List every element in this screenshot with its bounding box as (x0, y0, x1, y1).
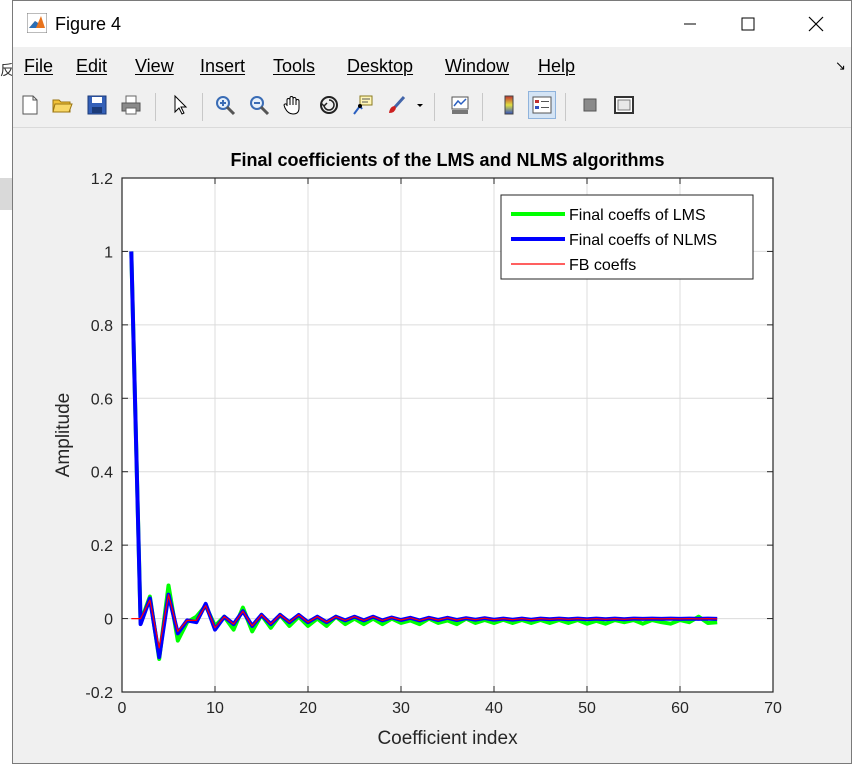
y-tick-label: 0.4 (91, 465, 113, 482)
brush-icon (389, 95, 406, 113)
legend-label-2: Final coeffs of NLMS (569, 232, 717, 249)
dock-arrow-icon[interactable]: ↘ (835, 58, 846, 73)
figure-window: Figure 4 File Edit View Insert Tools Des… (12, 0, 852, 764)
save-button[interactable] (83, 91, 111, 119)
x-tick-label: 20 (299, 700, 317, 717)
y-tick-label: 0.8 (91, 318, 113, 335)
x-tick-label: 70 (764, 700, 782, 717)
close-icon (808, 16, 824, 32)
select-arrow-button[interactable] (166, 91, 194, 119)
brush-dropdown-icon (417, 104, 423, 107)
open-file-icon (52, 99, 73, 113)
show-plot-tools-icon (614, 96, 634, 114)
data-cursor-button[interactable] (349, 91, 377, 119)
y-tick-label: 0 (104, 612, 113, 629)
brush-dropdown-button[interactable] (413, 91, 427, 119)
plot-svg: 0 10 20 30 40 50 60 70 -0.2 0 0.2 0.4 0.6 0.8 1 1.2 Fina… (53, 150, 782, 749)
minimize-icon (684, 23, 696, 25)
menu-file[interactable]: File (24, 56, 54, 76)
new-figure-icon (22, 95, 38, 115)
legend-label-1: Final coeffs of LMS (569, 207, 706, 224)
hide-plot-tools-icon (583, 98, 597, 112)
close-button[interactable] (793, 1, 839, 47)
matlab-logo-icon (27, 13, 47, 33)
title-bar[interactable]: Figure 4 (13, 1, 851, 47)
rotate-3d-button[interactable] (315, 91, 343, 119)
new-figure-button[interactable] (16, 91, 44, 119)
colorbar-button[interactable] (495, 91, 523, 119)
zoom-out-button[interactable] (245, 91, 273, 119)
x-tick-label: 50 (578, 700, 596, 717)
toolbar-separator (434, 93, 435, 121)
axes-box (121, 177, 774, 693)
data-cursor-icon (353, 95, 373, 115)
brush-button[interactable] (383, 91, 411, 119)
toolbar-separator (202, 93, 203, 121)
link-plot-button[interactable] (446, 91, 474, 119)
menu-insert[interactable]: Insert (200, 56, 246, 76)
zoom-in-button[interactable] (211, 91, 239, 119)
menu-edit[interactable]: Edit (76, 56, 108, 76)
save-icon (87, 95, 107, 115)
toolbar-separator (482, 93, 483, 121)
menu-bar: File Edit View Insert Tools Desktop Wind… (13, 49, 851, 85)
x-tick-label: 10 (206, 700, 224, 717)
legend-label-3: FB coeffs (569, 257, 636, 274)
toolbar-separator (155, 93, 156, 121)
figure-toolbar (13, 87, 851, 128)
menu-help[interactable]: Help (538, 56, 576, 76)
open-file-button[interactable] (48, 91, 76, 119)
rotate-3d-icon (320, 96, 338, 114)
chart-title: Final coefficients of the LMS and NLMS a… (230, 150, 664, 170)
select-arrow-icon (174, 94, 188, 115)
series-line-3 (131, 594, 718, 649)
print-icon (121, 95, 141, 115)
maximize-button[interactable] (725, 1, 771, 47)
zoom-in-icon (216, 96, 236, 116)
maximize-icon (741, 17, 755, 31)
show-plot-tools-button[interactable] (610, 91, 638, 119)
colorbar-icon (504, 95, 514, 115)
menu-view[interactable]: View (135, 56, 174, 76)
y-axis-label: Amplitude (53, 393, 74, 478)
series-line-1 (129, 251, 718, 661)
link-plot-icon (451, 96, 469, 114)
y-tick-label: 1 (104, 244, 113, 261)
print-button[interactable] (117, 91, 145, 119)
window-title: Figure 4 (55, 14, 122, 34)
figure-canvas[interactable]: 0 10 20 30 40 50 60 70 -0.2 0 0.2 0.4 0.6 0.8 1 1.2 Fina… (13, 129, 851, 763)
pan-button[interactable] (279, 91, 307, 119)
x-tick-label: 30 (392, 700, 410, 717)
toolbar-separator (565, 93, 566, 121)
background-panel-edge (0, 178, 12, 210)
y-tick-label: -0.2 (85, 685, 113, 702)
background-clipped-text: 反 (0, 63, 14, 79)
x-tick-label: 0 (118, 700, 127, 717)
menu-tools[interactable]: Tools (273, 56, 316, 76)
minimize-button[interactable] (667, 1, 713, 47)
legend-button[interactable] (528, 91, 556, 119)
legend-icon (532, 96, 552, 114)
hide-plot-tools-button[interactable] (576, 91, 604, 119)
x-tick-label: 40 (485, 700, 503, 717)
x-tick-label: 60 (671, 700, 689, 717)
menu-desktop[interactable]: Desktop (347, 56, 414, 76)
x-axis-label: Coefficient index (377, 728, 518, 749)
y-tick-label: 1.2 (91, 171, 113, 188)
y-tick-label: 0.2 (91, 538, 113, 555)
pan-hand-icon (283, 96, 300, 115)
y-tick-label: 0.6 (91, 391, 113, 408)
zoom-out-icon (250, 96, 270, 116)
menu-window[interactable]: Window (445, 56, 510, 76)
